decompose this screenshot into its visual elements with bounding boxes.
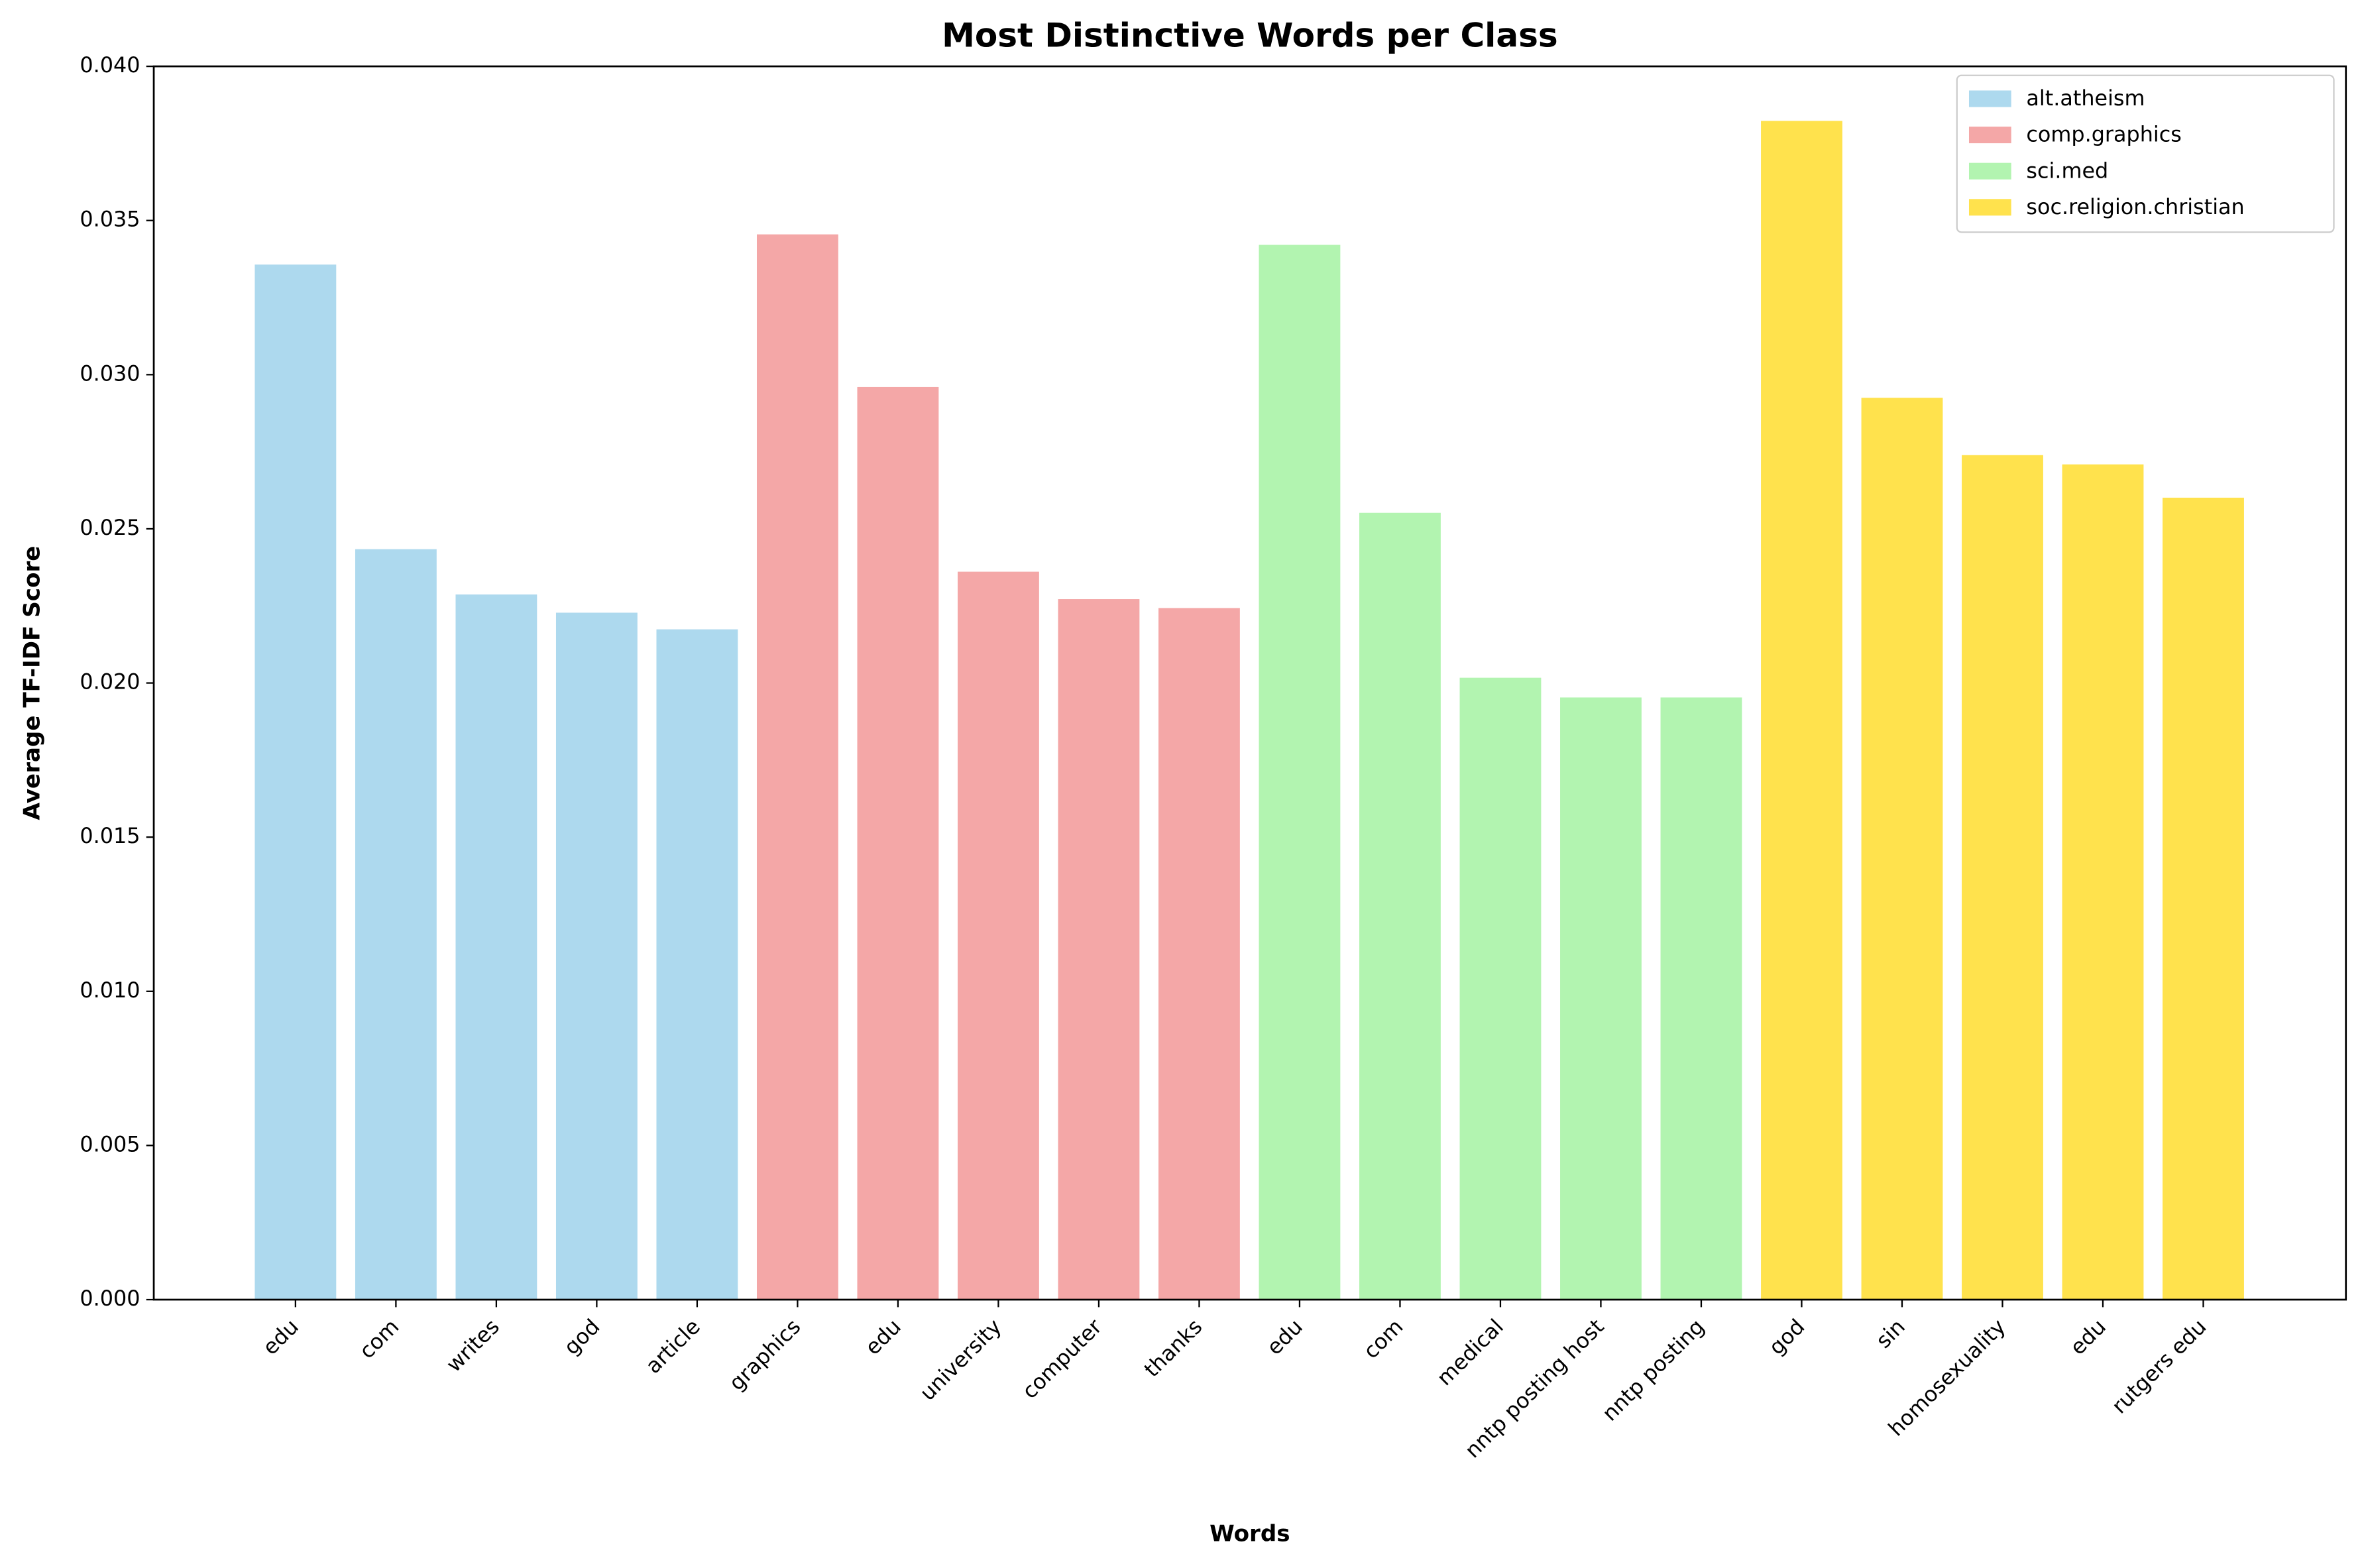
x-tick-label: edu [2065,1314,2111,1360]
bar [455,594,537,1300]
y-tick-label: 0.025 [80,515,140,540]
bar [656,629,738,1300]
y-tick-label: 0.010 [80,978,140,1003]
legend-label: soc.religion.christian [2026,194,2244,219]
x-tick-label: god [1764,1314,1809,1360]
legend-label: sci.med [2026,158,2108,183]
y-tick-label: 0.000 [80,1286,140,1311]
chart-title: Most Distinctive Words per Class [942,16,1558,54]
legend-swatch [1968,199,2011,216]
y-tick-label: 0.015 [80,823,140,848]
legend-swatch [1968,90,2011,107]
bar [555,612,638,1300]
x-tick-label: computer [1017,1314,1107,1404]
bar [2163,497,2244,1300]
y-tick-label: 0.035 [80,207,140,232]
bar [1560,697,1642,1300]
y-tick-label: 0.040 [80,52,140,78]
bar [1660,697,1742,1300]
bar [1359,512,1441,1300]
y-tick-label: 0.020 [80,669,140,695]
legend-label: comp.graphics [2026,122,2181,147]
y-tick-label: 0.005 [80,1131,140,1156]
plot-frame [152,65,2347,1301]
bar [756,234,838,1300]
bar [254,264,337,1300]
x-tick-label: god [559,1314,604,1360]
legend-swatch [1968,162,2011,180]
bar [857,386,939,1300]
y-axis-label: Average TF-IDF Score [19,546,46,820]
x-tick-label: com [1359,1314,1408,1364]
bar [355,549,437,1300]
x-tick-label: edu [258,1314,304,1360]
bar [1158,608,1240,1300]
legend-swatch [1968,127,2011,144]
x-tick-label: com [354,1314,404,1364]
x-axis-label: Words [1210,1520,1290,1547]
x-tick-label: university [915,1314,1006,1406]
x-tick-label: sin [1871,1314,1910,1353]
x-tick-label: article [640,1314,704,1378]
bar [1459,677,1542,1300]
legend-box [1956,74,2335,233]
legend-label: alt.atheism [2026,85,2145,111]
x-tick-label: rutgers edu [2107,1314,2212,1419]
bar [1861,398,1943,1300]
x-tick-label: edu [1262,1314,1308,1360]
x-tick-label: writes [441,1314,504,1377]
x-tick-label: medical [1432,1314,1508,1391]
bar [957,571,1039,1300]
x-tick-label: nntp posting [1597,1314,1709,1426]
bar [1761,121,1842,1300]
y-tick-label: 0.030 [80,361,140,386]
x-tick-label: edu [860,1314,906,1360]
x-tick-label: graphics [724,1314,805,1396]
bar [1259,245,1341,1300]
x-tick-label: thanks [1139,1314,1208,1382]
bar [1058,599,1140,1300]
bar [1962,455,2043,1300]
bar [2062,464,2144,1300]
